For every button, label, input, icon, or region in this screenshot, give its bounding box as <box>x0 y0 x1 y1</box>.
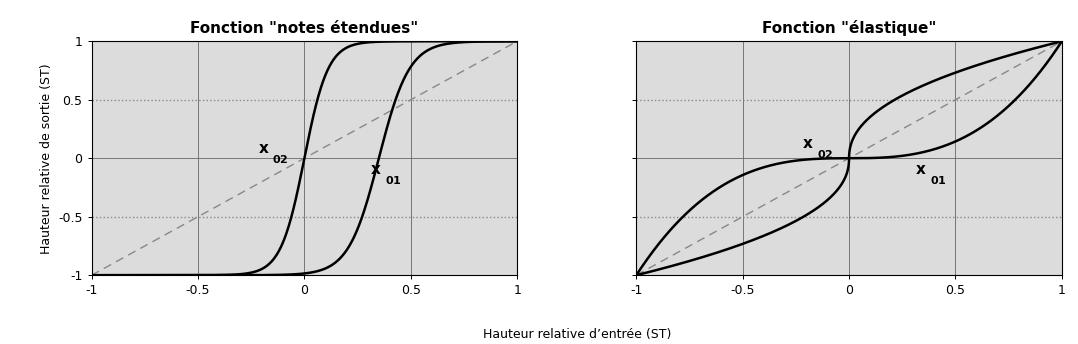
Text: $\mathbf{x}$: $\mathbf{x}$ <box>915 162 927 178</box>
Text: $\mathbf{x}$: $\mathbf{x}$ <box>802 136 814 151</box>
Text: $\mathbf{x}$: $\mathbf{x}$ <box>258 141 270 157</box>
Text: $\mathbf{02}$: $\mathbf{02}$ <box>817 148 833 160</box>
Text: $\mathbf{02}$: $\mathbf{02}$ <box>273 153 289 165</box>
Text: $\mathbf{01}$: $\mathbf{01}$ <box>930 174 946 186</box>
Text: $\mathbf{x}$: $\mathbf{x}$ <box>371 162 382 178</box>
Y-axis label: Hauteur relative de sortie (ST): Hauteur relative de sortie (ST) <box>40 63 53 254</box>
Title: Fonction "notes étendues": Fonction "notes étendues" <box>191 21 418 36</box>
Text: Hauteur relative d’entrée (ST): Hauteur relative d’entrée (ST) <box>483 327 671 341</box>
Text: $\mathbf{01}$: $\mathbf{01}$ <box>385 174 402 186</box>
Title: Fonction "élastique": Fonction "élastique" <box>762 20 937 36</box>
